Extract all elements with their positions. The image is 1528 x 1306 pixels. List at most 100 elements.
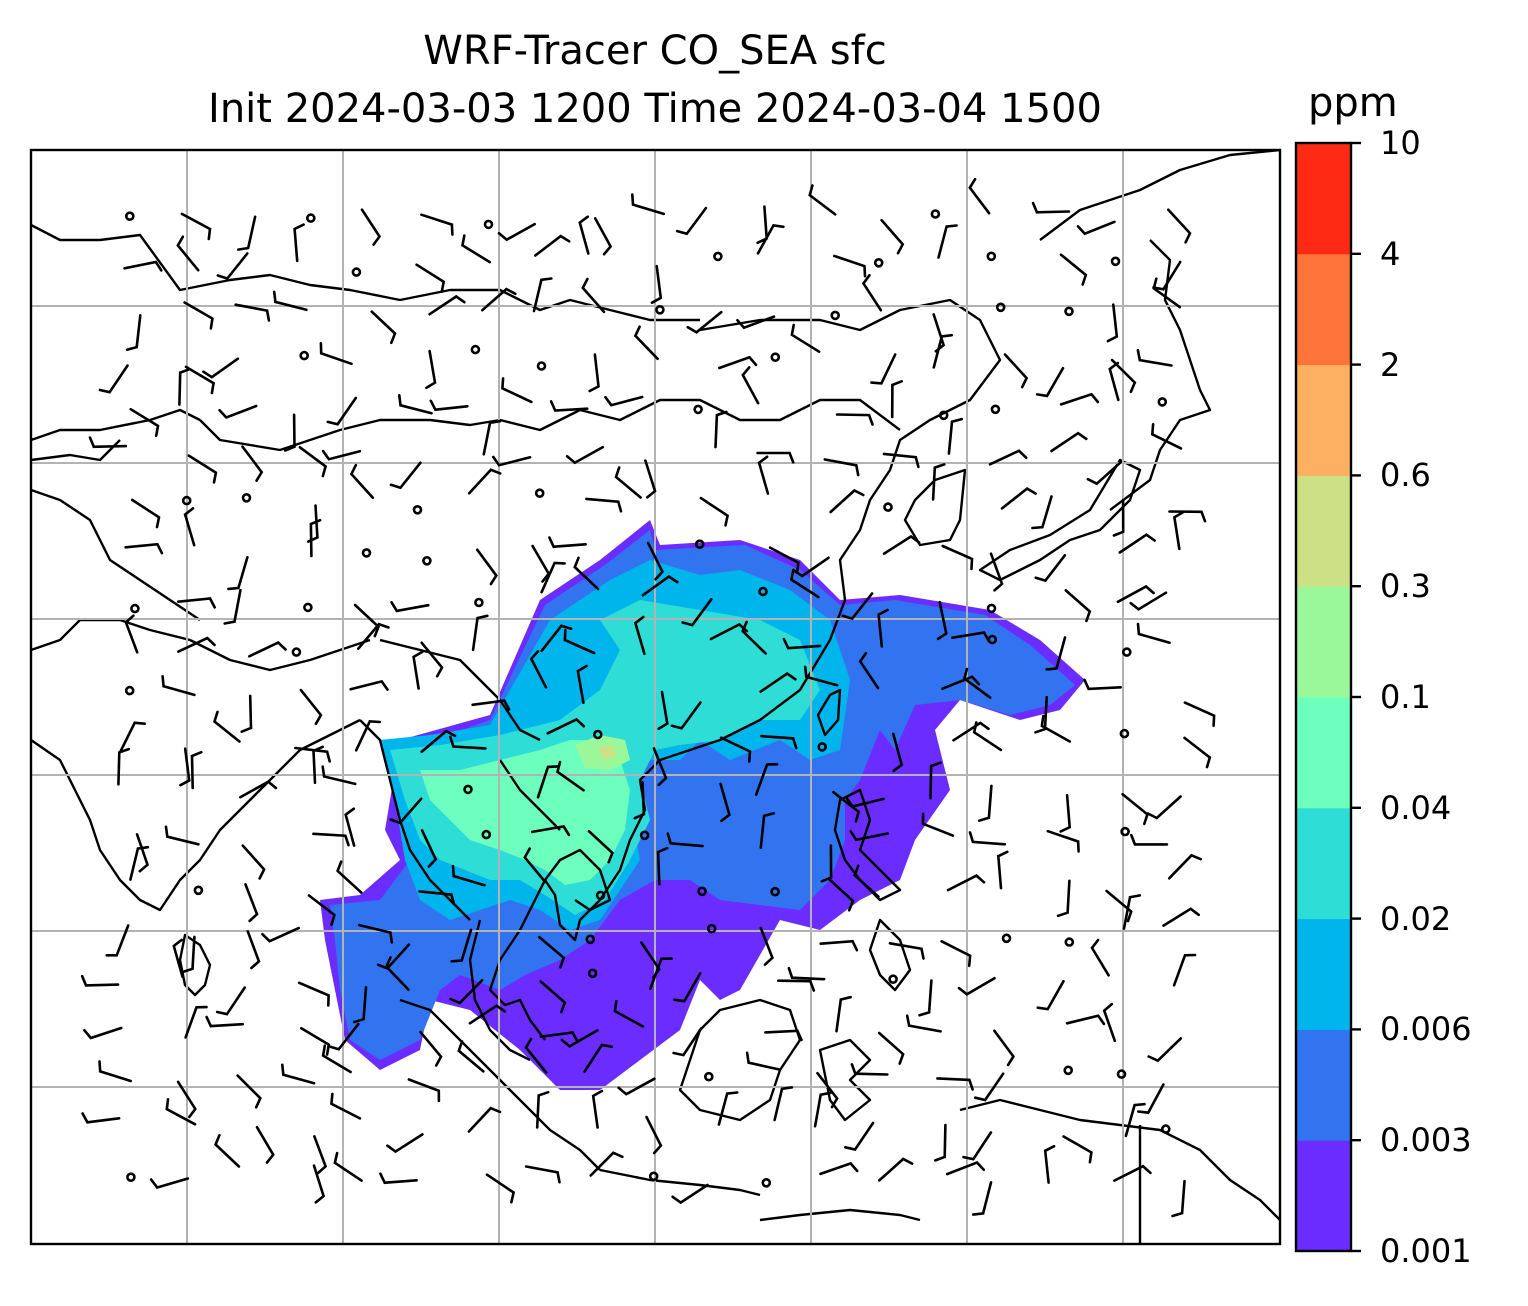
tracer-level-0.3 [598, 745, 616, 760]
wind-barb [853, 864, 880, 898]
wind-barb [532, 277, 553, 313]
calm-wind-circle [697, 886, 707, 897]
wind-barb [858, 651, 880, 690]
calm-wind-circle [1001, 933, 1012, 944]
wind-barb [534, 234, 571, 257]
wind-barb [124, 614, 139, 654]
calm-wind-circle [761, 1178, 772, 1188]
calm-wind-circle [587, 968, 598, 979]
wind-barb [756, 205, 769, 245]
calm-wind-circle [655, 304, 665, 315]
calm-wind-circle [1119, 728, 1130, 739]
wind-barb [283, 413, 296, 452]
wind-barb [330, 1092, 362, 1120]
wind-barb [675, 206, 708, 236]
wind-barb [246, 930, 261, 970]
wind-barb [1147, 1037, 1183, 1063]
wind-barb [940, 940, 972, 967]
colorbar-tick-label: 0.6 [1380, 456, 1431, 495]
wind-barb [768, 546, 800, 574]
wind-barb [931, 463, 946, 501]
wind-barb [523, 847, 547, 884]
wind-barb [803, 665, 839, 687]
wind-barb [1083, 678, 1122, 691]
wind-barb [165, 1098, 197, 1126]
wind-barb [968, 177, 991, 215]
calm-wind-circle [463, 784, 473, 795]
calm-wind-circle [883, 502, 893, 512]
wind-barb [536, 765, 560, 799]
wind-barb [428, 294, 466, 316]
wind-barb [819, 939, 859, 952]
wind-barb [951, 631, 991, 643]
calm-wind-circle [930, 209, 941, 219]
wind-barb [820, 844, 833, 883]
calm-wind-circle [1063, 1065, 1073, 1076]
colorbar-swatch [1296, 364, 1351, 476]
wind-barb [937, 224, 958, 259]
wind-barb [952, 721, 990, 742]
wind-barb [239, 780, 278, 799]
wind-barb [312, 1164, 326, 1204]
wind-barb [214, 1134, 241, 1168]
wind-barb [390, 601, 430, 613]
wind-barb [932, 333, 953, 369]
calm-wind-circle [481, 829, 492, 840]
wind-barb [890, 380, 903, 419]
wind-barb [578, 215, 590, 255]
wind-barb [792, 556, 830, 578]
calm-wind-circle [873, 257, 884, 268]
wind-barb [354, 719, 382, 752]
wind-barb [105, 924, 130, 957]
wind-barb [1059, 794, 1072, 833]
wind-barb [307, 894, 336, 926]
colorbar-tick-label: 0.02 [1380, 899, 1452, 938]
wind-barb [829, 488, 865, 514]
wind-barb [936, 1077, 974, 1091]
plot-title-line2: Init 2024-03-03 1200 Time 2024-03-04 150… [208, 86, 1102, 132]
wind-barb [888, 942, 925, 960]
wind-barb [1162, 907, 1200, 927]
wind-barb [312, 745, 324, 785]
calm-wind-circle [241, 492, 252, 503]
wind-barb [882, 534, 921, 555]
gridlines [31, 150, 1280, 1244]
colorbar-swatch [1296, 586, 1351, 698]
wind-barb [524, 1037, 548, 1074]
wind-barb [941, 544, 974, 571]
wind-barb [993, 1029, 1015, 1067]
wind-barb [420, 213, 454, 236]
calm-wind-circle [770, 886, 780, 897]
wind-barb [98, 1060, 132, 1083]
calm-wind-circle [592, 729, 603, 740]
wind-barb [83, 1026, 123, 1040]
wind-barb [255, 1125, 275, 1164]
wind-barb [576, 664, 588, 704]
wind-barb [451, 864, 486, 887]
tracer-level-0.04 [420, 740, 630, 885]
wind-barb [1122, 894, 1142, 930]
colorbar-swatch [1296, 253, 1351, 366]
wind-barb [326, 396, 358, 426]
calm-wind-circle [1122, 647, 1132, 657]
wind-barb [593, 217, 613, 256]
wind-barb [631, 193, 665, 216]
wind-barb [184, 365, 216, 395]
wind-barb [1086, 461, 1122, 486]
wind-barb [481, 287, 517, 312]
wind-barb [968, 831, 1007, 846]
wind-barb [1031, 201, 1071, 214]
wind-barb [178, 367, 191, 406]
wind-barb [538, 935, 566, 969]
wind-barb [989, 552, 1004, 592]
calm-wind-circle [888, 974, 898, 985]
wind-barb [309, 518, 322, 558]
wind-barb [352, 986, 368, 1024]
calm-wind-circle [1157, 397, 1168, 407]
colorbar-swatch [1296, 807, 1351, 920]
wind-barb [313, 1135, 328, 1175]
wind-barb [420, 641, 444, 678]
wind-barb [176, 1080, 197, 1119]
calm-wind-circle [361, 548, 372, 558]
wind-barb [962, 1131, 993, 1161]
